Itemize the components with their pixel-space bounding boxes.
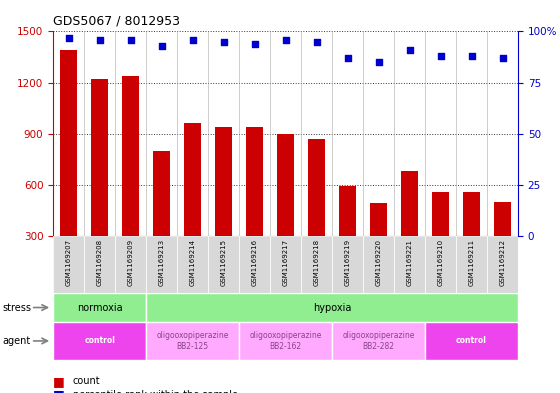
Bar <box>239 236 270 293</box>
Text: GSM1169216: GSM1169216 <box>251 239 258 286</box>
Text: agent: agent <box>3 336 31 346</box>
Text: GSM1169211: GSM1169211 <box>469 239 474 286</box>
Bar <box>463 191 480 287</box>
Text: stress: stress <box>3 303 32 312</box>
Point <box>219 39 228 45</box>
Bar <box>215 127 232 287</box>
Text: GSM1169215: GSM1169215 <box>221 239 227 286</box>
Text: percentile rank within the sample: percentile rank within the sample <box>73 390 238 393</box>
Point <box>188 37 197 43</box>
Point <box>281 37 290 43</box>
Bar <box>146 293 518 322</box>
Point <box>312 39 321 45</box>
Bar <box>425 236 456 293</box>
Point <box>95 37 104 43</box>
Bar <box>494 202 511 287</box>
Bar <box>432 191 449 287</box>
Point <box>64 35 73 41</box>
Bar <box>394 236 425 293</box>
Text: GSM1169212: GSM1169212 <box>500 239 506 286</box>
Text: GSM1169217: GSM1169217 <box>283 239 288 286</box>
Text: count: count <box>73 376 100 386</box>
Bar <box>53 293 146 322</box>
Bar <box>425 322 518 360</box>
Bar <box>146 322 239 360</box>
Point <box>157 42 166 49</box>
Bar <box>277 134 294 287</box>
Point <box>250 40 259 47</box>
Point <box>374 59 383 65</box>
Bar <box>332 236 363 293</box>
Bar <box>332 322 425 360</box>
Point <box>126 37 135 43</box>
Bar <box>487 236 518 293</box>
Bar <box>177 236 208 293</box>
Text: GSM1169207: GSM1169207 <box>66 239 72 286</box>
Point <box>467 53 476 59</box>
Text: GSM1169219: GSM1169219 <box>344 239 351 286</box>
Point <box>498 55 507 61</box>
Point <box>343 55 352 61</box>
Text: GSM1169214: GSM1169214 <box>190 239 195 286</box>
Bar <box>184 123 201 287</box>
Bar <box>246 127 263 287</box>
Bar <box>270 236 301 293</box>
Bar <box>53 236 84 293</box>
Text: control: control <box>456 336 487 345</box>
Text: oligooxopiperazine
BB2-125: oligooxopiperazine BB2-125 <box>156 331 229 351</box>
Bar <box>122 76 139 287</box>
Bar <box>363 236 394 293</box>
Point <box>405 47 414 53</box>
Text: GDS5067 / 8012953: GDS5067 / 8012953 <box>53 15 180 28</box>
Text: oligooxopiperazine
BB2-162: oligooxopiperazine BB2-162 <box>249 331 322 351</box>
Bar <box>339 186 356 287</box>
Bar <box>239 322 332 360</box>
Bar <box>53 322 146 360</box>
Text: hypoxia: hypoxia <box>313 303 351 312</box>
Text: normoxia: normoxia <box>77 303 123 312</box>
Text: GSM1169213: GSM1169213 <box>158 239 165 286</box>
Text: GSM1169209: GSM1169209 <box>128 239 134 286</box>
Bar <box>146 236 177 293</box>
Bar <box>208 236 239 293</box>
Text: GSM1169210: GSM1169210 <box>437 239 444 286</box>
Bar <box>301 236 332 293</box>
Text: control: control <box>84 336 115 345</box>
Bar <box>370 204 387 287</box>
Bar <box>308 139 325 287</box>
Bar <box>401 171 418 287</box>
Text: GSM1169221: GSM1169221 <box>407 239 413 286</box>
Text: ■: ■ <box>53 388 65 393</box>
Text: GSM1169220: GSM1169220 <box>376 239 381 286</box>
Text: GSM1169218: GSM1169218 <box>314 239 320 286</box>
Bar <box>60 50 77 287</box>
Point <box>436 53 445 59</box>
Bar <box>91 79 108 287</box>
Bar <box>115 236 146 293</box>
Bar <box>456 236 487 293</box>
Text: oligooxopiperazine
BB2-282: oligooxopiperazine BB2-282 <box>342 331 415 351</box>
Bar <box>153 151 170 287</box>
Text: GSM1169208: GSM1169208 <box>97 239 102 286</box>
Text: ■: ■ <box>53 375 65 388</box>
Bar <box>84 236 115 293</box>
